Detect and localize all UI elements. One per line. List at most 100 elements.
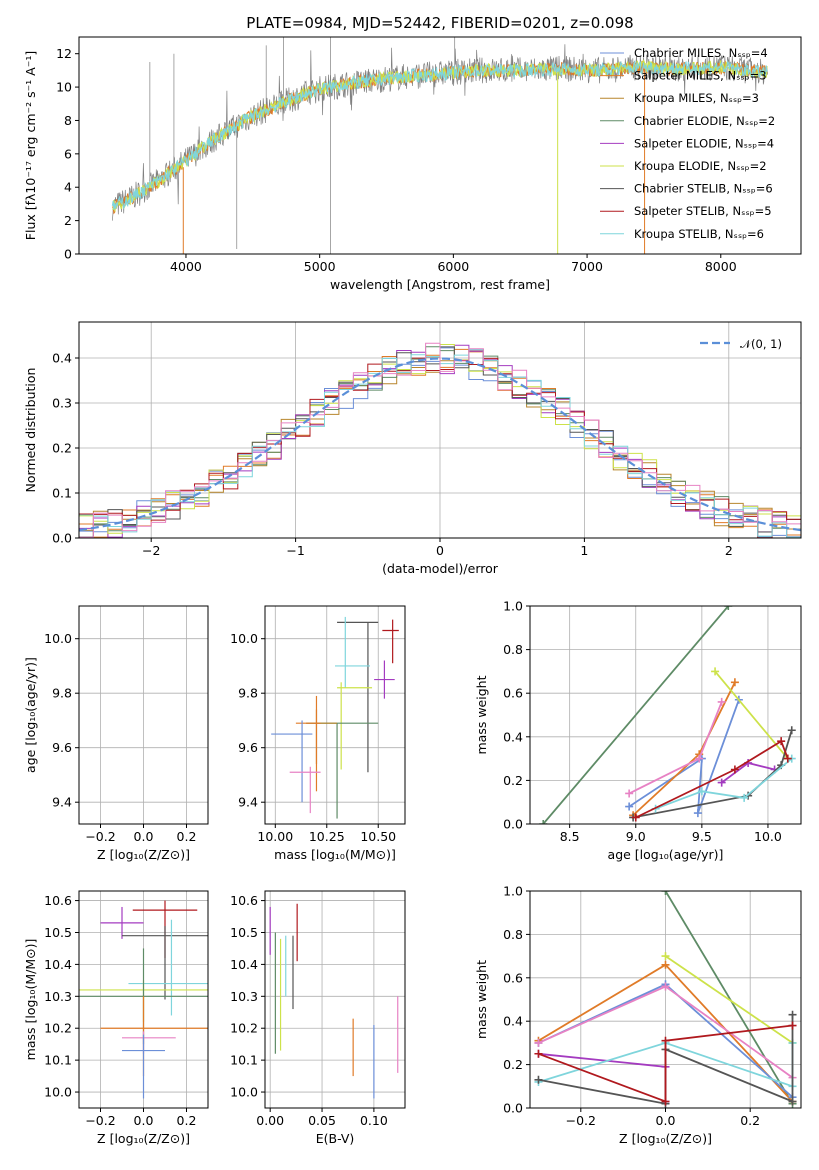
legend-entry: Kroupa MILES, Nₛₛₚ=3 [634, 91, 759, 105]
y-tick-label: 10.2 [44, 1021, 72, 1036]
x-tick-label: 8000 [705, 259, 737, 274]
y-tick-label: 0.4 [503, 729, 523, 744]
marker-plus [717, 778, 726, 787]
marker-plus [730, 765, 739, 774]
x-axis-label: mass [log₁₀(M/M⊙)] [274, 847, 396, 862]
y-tick-label: 10.5 [230, 925, 258, 940]
gaussian-curve [79, 357, 801, 532]
y-tick-label: 10.2 [230, 1021, 258, 1036]
mass-weight-series [714, 670, 789, 760]
x-axis-label: Z [log₁₀(Z/Z⊙)] [97, 847, 190, 862]
legend-entry: Salpeter STELIB, Nₛₛₚ=5 [634, 204, 772, 218]
x-tick-label: 10.00 [257, 829, 293, 844]
mass-weight-series [538, 1024, 793, 1103]
legend-entry: Kroupa ELODIE, Nₛₛₚ=2 [634, 159, 767, 173]
y-tick-label: 10.0 [44, 1085, 72, 1100]
y-tick-label: 12 [56, 46, 72, 61]
y-tick-label: 6 [64, 146, 72, 161]
marker-plus [625, 789, 634, 798]
mass-weight-series [628, 701, 723, 795]
mass-weight-series [635, 739, 789, 819]
x-tick-label: 0.10 [360, 1113, 388, 1128]
marker-plus [661, 952, 670, 961]
x-axis-label: (data-model)/error [382, 561, 499, 576]
mass-weight-series [664, 891, 794, 1105]
marker-plus [661, 960, 670, 969]
y-tick-label: 9.8 [52, 686, 72, 701]
mass-weight-series [628, 699, 740, 814]
x-tick-label: 10.0 [754, 829, 782, 844]
y-tick-label: 4 [64, 180, 72, 195]
marker-plus [534, 1049, 543, 1058]
x-tick-label: 10.25 [309, 829, 345, 844]
mass-weight-plot [534, 891, 797, 1108]
y-tick-label: 0.8 [503, 927, 523, 942]
x-tick-label: 1 [580, 543, 588, 558]
x-tick-label: −0.2 [85, 829, 115, 844]
legend-entry: Chabrier ELODIE, Nₛₛₚ=2 [634, 114, 775, 128]
histogram-series [79, 342, 801, 538]
marker-plus [697, 787, 706, 796]
x-tick-label: 6000 [437, 259, 469, 274]
chart-title: PLATE=0984, MJD=52442, FIBERID=0201, z=0… [246, 14, 633, 32]
x-tick-label: −1 [286, 543, 304, 558]
y-tick-label: 0.1 [52, 486, 72, 501]
x-tick-label: 0.0 [134, 1113, 154, 1128]
y-tick-label: 9.8 [238, 686, 258, 701]
y-tick-label: 0 [64, 247, 72, 262]
model-spectrum-line [112, 59, 768, 212]
y-tick-label: 0.2 [503, 1057, 523, 1072]
y-tick-label: 0.6 [503, 686, 523, 701]
axes-frame [264, 890, 406, 1109]
marker-plus [724, 606, 733, 610]
y-tick-label: 10.3 [44, 989, 72, 1004]
y-tick-label: 0.2 [503, 773, 523, 788]
y-tick-label: 10 [56, 80, 72, 95]
y-tick-label: 0.0 [503, 817, 523, 832]
x-tick-label: 0.2 [177, 1113, 197, 1128]
y-tick-label: 10.6 [230, 893, 258, 908]
y-tick-label: 0.6 [503, 970, 523, 985]
y-axis-label: Normed distribution [23, 368, 38, 493]
marker-plus [788, 1010, 797, 1019]
x-tick-label: 0.2 [740, 1113, 760, 1128]
x-tick-label: −2 [142, 543, 160, 558]
marker-plus [740, 793, 749, 802]
y-tick-label: 9.4 [52, 795, 72, 810]
marker-plus [788, 1021, 797, 1030]
marker-plus [783, 754, 792, 763]
y-axis-label: Flux [fλ10⁻¹⁷ erg cm⁻² s⁻¹ A⁻¹] [23, 51, 38, 240]
marker-plus [661, 1036, 670, 1045]
marker-plus [534, 1075, 543, 1084]
legend-entry: Kroupa STELIB, Nₛₛₚ=6 [634, 227, 764, 241]
x-axis-label: E(B-V) [316, 1131, 355, 1146]
y-axis-label: mass [log₁₀(M/M⊙)] [23, 939, 38, 1061]
spectrum-plot [111, 37, 768, 254]
marker-plus [717, 697, 726, 706]
legend-entry: Salpeter ELODIE, Nₛₛₚ=4 [634, 136, 774, 150]
marker-plus [693, 809, 702, 818]
mass-weight-plot [539, 606, 796, 824]
x-tick-label: 0 [436, 543, 444, 558]
histogram-plot [79, 342, 801, 538]
y-tick-label: 10.3 [230, 989, 258, 1004]
marker-plus [661, 982, 670, 991]
y-tick-label: 8 [64, 113, 72, 128]
marker-plus [661, 891, 670, 895]
y-tick-label: 1.0 [503, 884, 523, 899]
x-tick-label: 0.0 [656, 1113, 676, 1128]
legend-entry: Chabrier STELIB, Nₛₛₚ=6 [634, 182, 773, 196]
y-tick-label: 1.0 [503, 599, 523, 614]
y-tick-label: 10.1 [230, 1053, 258, 1068]
axes-frame [264, 605, 406, 825]
y-tick-label: 0.2 [52, 441, 72, 456]
x-tick-label: 0.2 [177, 829, 197, 844]
y-axis-label: mass weight [474, 675, 489, 754]
marker-plus [730, 678, 739, 687]
y-tick-label: 10.0 [230, 1085, 258, 1100]
axes-frame [529, 605, 802, 825]
marker-plus [661, 1097, 670, 1106]
y-tick-label: 0.4 [52, 351, 72, 366]
marker-plus [625, 802, 634, 811]
